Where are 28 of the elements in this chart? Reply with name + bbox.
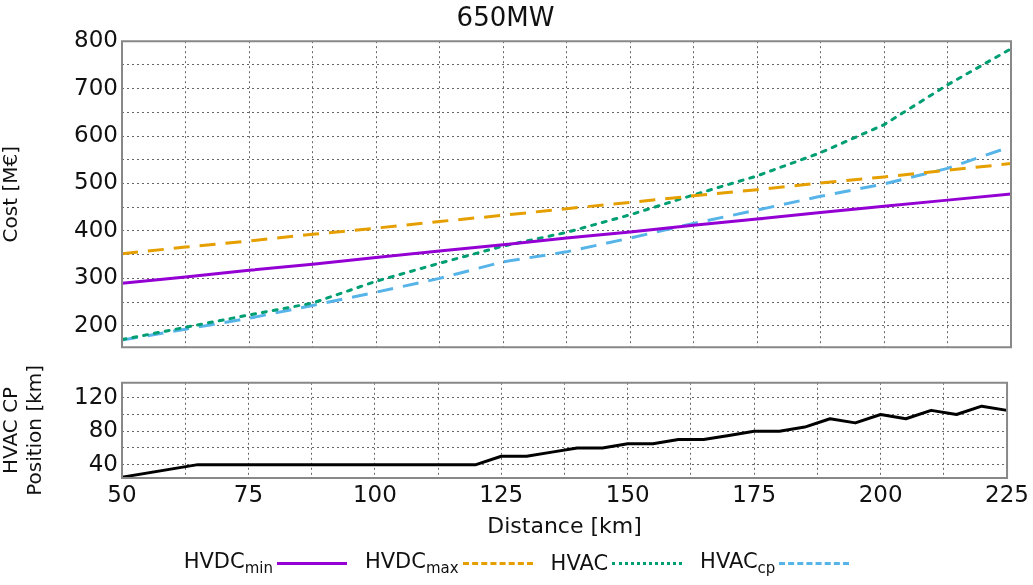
x-tick-label: 200 <box>858 480 903 507</box>
x-tick-label: 50 <box>107 480 137 507</box>
legend-label: HVAC$_{cp}$ <box>700 548 776 578</box>
line-series <box>122 162 1011 256</box>
y-tick-label: 400 <box>74 215 118 242</box>
y-tick-label: 500 <box>74 168 118 195</box>
y-tick-label: 120 <box>74 382 118 409</box>
y-tick-label: 40 <box>88 449 118 476</box>
x-tick-label: 75 <box>233 480 264 507</box>
y-axis-title: Cost [M€] <box>0 146 23 243</box>
y-axis-title: HVAC CP Position [km] <box>0 364 47 496</box>
y-tick-label: 600 <box>74 121 118 148</box>
y-tick-label: 80 <box>88 416 118 443</box>
y-tick-label: 300 <box>74 263 118 290</box>
x-tick-label: 125 <box>479 480 524 507</box>
legend-label: HVDC$_{min}$ <box>183 548 273 578</box>
x-axis-title: Distance [km] <box>487 512 642 538</box>
x-tick-label: 100 <box>352 480 397 507</box>
y-tick-label: 800 <box>74 26 118 53</box>
legend-label: HVDC$_{max}$ <box>364 548 459 578</box>
x-tick-label: 225 <box>985 480 1029 507</box>
x-tick-label: 150 <box>605 480 650 507</box>
legend-label: HVAC <box>550 551 609 575</box>
y-tick-label: 700 <box>74 73 118 100</box>
chart-title: 650MW <box>456 2 555 33</box>
x-tick-label: 175 <box>732 480 777 507</box>
line-series <box>122 47 1011 342</box>
y-tick-label: 200 <box>74 310 118 337</box>
